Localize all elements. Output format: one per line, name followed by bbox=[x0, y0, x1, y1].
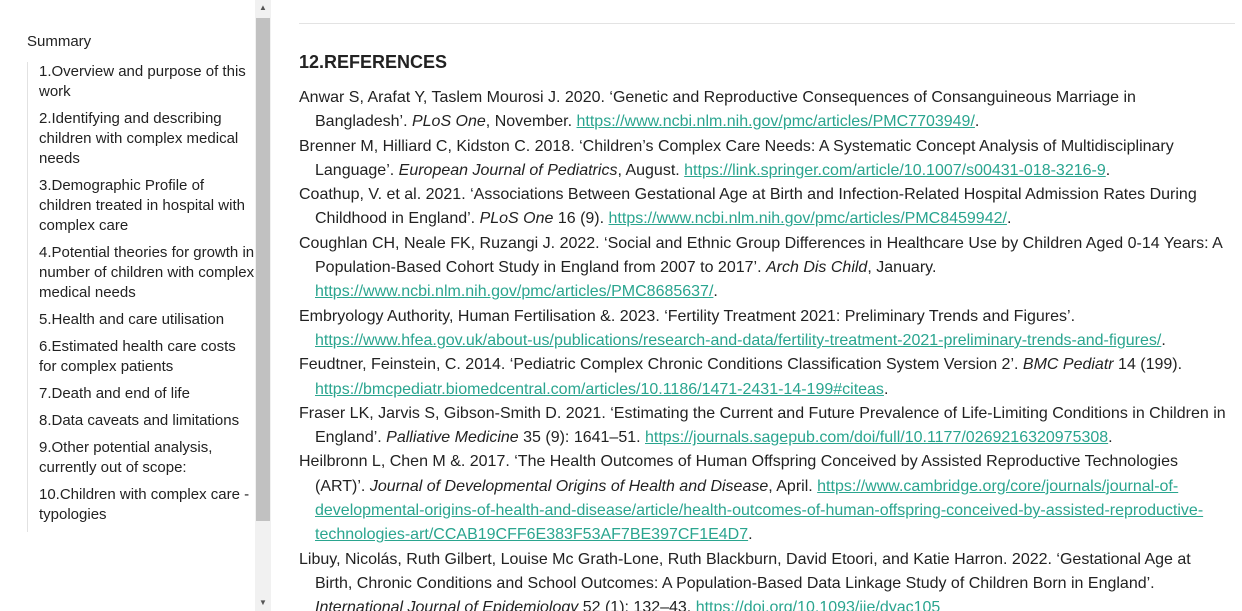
reference-details: 16 (9). bbox=[553, 210, 609, 228]
toc-item-typologies[interactable]: 10.Children with complex care - typologi… bbox=[39, 486, 250, 523]
reference-item: Anwar S, Arafat Y, Taslem Mourosi J. 202… bbox=[299, 86, 1229, 135]
reference-details: 14 (199). bbox=[1113, 356, 1183, 374]
reference-link[interactable]: https://link.springer.com/article/10.100… bbox=[684, 161, 1106, 179]
reference-link[interactable]: https://doi.org/10.1093/ije/dyac105 bbox=[695, 599, 941, 611]
reference-end-punctuation: . bbox=[748, 526, 753, 544]
reference-item: Embryology Authority, Human Fertilisatio… bbox=[299, 305, 1229, 354]
reference-text: Brenner M, Hilliard C, Kidston C. 2018. … bbox=[299, 137, 1174, 179]
toc-item-overview[interactable]: 1.Overview and purpose of this work bbox=[39, 63, 246, 100]
reference-journal: PLoS One bbox=[479, 210, 554, 228]
reference-details: , April. bbox=[768, 477, 818, 495]
reference-journal: Palliative Medicine bbox=[386, 429, 519, 447]
reference-item: Coughlan CH, Neale FK, Ruzangi J. 2022. … bbox=[299, 232, 1229, 305]
toc-item-death[interactable]: 7.Death and end of life bbox=[39, 385, 190, 402]
toc-item-other-analysis[interactable]: 9.Other potential analysis, currently ou… bbox=[39, 439, 213, 476]
reference-item: Coathup, V. et al. 2021. ‘Associations B… bbox=[299, 183, 1229, 232]
scroll-up-arrow-icon[interactable]: ▲ bbox=[259, 3, 267, 12]
reference-end-punctuation: . bbox=[713, 283, 718, 301]
reference-end-punctuation: . bbox=[1161, 331, 1166, 349]
reference-end-punctuation: . bbox=[974, 113, 980, 131]
reference-text: Embryology Authority, Human Fertilisatio… bbox=[299, 307, 1076, 325]
reference-end-punctuation: . bbox=[883, 380, 889, 398]
reference-item: Libuy, Nicolás, Ruth Gilbert, Louise Mc … bbox=[299, 548, 1229, 611]
table-of-contents-sidebar: Summary 1.Overview and purpose of this w… bbox=[0, 0, 255, 611]
reference-end-punctuation: . bbox=[1105, 161, 1111, 179]
toc-item-theories[interactable]: 4.Potential theories for growth in numbe… bbox=[39, 244, 255, 301]
reference-end-punctuation: . bbox=[1108, 429, 1113, 447]
reference-journal: BMC Pediatr bbox=[1022, 356, 1114, 374]
reference-link[interactable]: https://www.ncbi.nlm.nih.gov/pmc/article… bbox=[315, 283, 714, 301]
section-heading: 12.REFERENCES bbox=[299, 52, 448, 72]
reference-details: , August. bbox=[617, 161, 685, 179]
reference-link[interactable]: https://www.hfea.gov.uk/about-us/publica… bbox=[315, 331, 1162, 349]
toc-item-identifying[interactable]: 2.Identifying and describing children wi… bbox=[39, 110, 239, 167]
reference-details: 52 (1): 132–43. bbox=[578, 599, 696, 611]
reference-link[interactable]: https://journals.sagepub.com/doi/full/10… bbox=[645, 429, 1109, 447]
toc-item-caveats[interactable]: 8.Data caveats and limitations bbox=[39, 412, 240, 429]
reference-text: Fraser LK, Jarvis S, Gibson-Smith D. 202… bbox=[299, 404, 1226, 447]
reference-journal: PLoS One bbox=[411, 113, 486, 131]
reference-details: 35 (9): 1641–51. bbox=[518, 429, 645, 447]
reference-text: Coathup, V. et al. 2021. ‘Associations B… bbox=[299, 186, 1197, 228]
sidebar-scrollbar[interactable]: ▲ ▼ bbox=[255, 0, 271, 611]
reference-details: , November. bbox=[485, 113, 577, 131]
reference-item: Fraser LK, Jarvis S, Gibson-Smith D. 202… bbox=[299, 402, 1229, 451]
reference-item: Brenner M, Hilliard C, Kidston C. 2018. … bbox=[299, 135, 1229, 184]
toc-list: 1.Overview and purpose of this work 2.Id… bbox=[27, 62, 255, 532]
reference-text: Libuy, Nicolás, Ruth Gilbert, Louise Mc … bbox=[299, 550, 1191, 592]
reference-text: Anwar S, Arafat Y, Taslem Mourosi J. 202… bbox=[299, 89, 1136, 131]
toc-item-utilisation[interactable]: 5.Health and care utilisation bbox=[39, 311, 225, 328]
reference-journal: International Journal of Epidemiology bbox=[315, 599, 579, 611]
main-content: 12.REFERENCES Anwar S, Arafat Y, Taslem … bbox=[271, 0, 1242, 611]
scrollbar-thumb[interactable] bbox=[256, 18, 270, 521]
divider bbox=[299, 23, 1235, 24]
reference-item: Heilbronn L, Chen M &. 2017. ‘The Health… bbox=[299, 450, 1229, 547]
reference-link[interactable]: https://www.ncbi.nlm.nih.gov/pmc/article… bbox=[608, 210, 1007, 228]
reference-details: , January. bbox=[867, 259, 937, 277]
reference-end-punctuation: . bbox=[1006, 210, 1012, 228]
reference-text: Feudtner, Feinstein, C. 2014. ‘Pediatric… bbox=[299, 356, 1023, 374]
reference-journal: European Journal of Pediatrics bbox=[398, 161, 618, 179]
reference-text: Heilbronn L, Chen M &. 2017. ‘The Health… bbox=[299, 453, 1178, 495]
reference-link[interactable]: https://bmcpediatr.biomedcentral.com/art… bbox=[315, 380, 884, 398]
reference-item: Feudtner, Feinstein, C. 2014. ‘Pediatric… bbox=[299, 353, 1229, 402]
summary-link[interactable]: Summary bbox=[27, 33, 92, 50]
toc-item-costs[interactable]: 6.Estimated health care costs for comple… bbox=[39, 338, 236, 375]
reference-list: Anwar S, Arafat Y, Taslem Mourosi J. 202… bbox=[299, 86, 1229, 611]
reference-link[interactable]: https://www.ncbi.nlm.nih.gov/pmc/article… bbox=[576, 113, 975, 131]
toc-item-demographic[interactable]: 3.Demographic Profile of children treate… bbox=[39, 177, 245, 234]
scroll-down-arrow-icon[interactable]: ▼ bbox=[259, 598, 267, 607]
reference-journal: Journal of Developmental Origins of Heal… bbox=[369, 477, 769, 495]
reference-text: Coughlan CH, Neale FK, Ruzangi J. 2022. … bbox=[299, 234, 1222, 277]
reference-link[interactable]: https://www.cambridge.org/core/journals/… bbox=[315, 477, 1204, 544]
reference-journal: Arch Dis Child bbox=[765, 259, 868, 277]
